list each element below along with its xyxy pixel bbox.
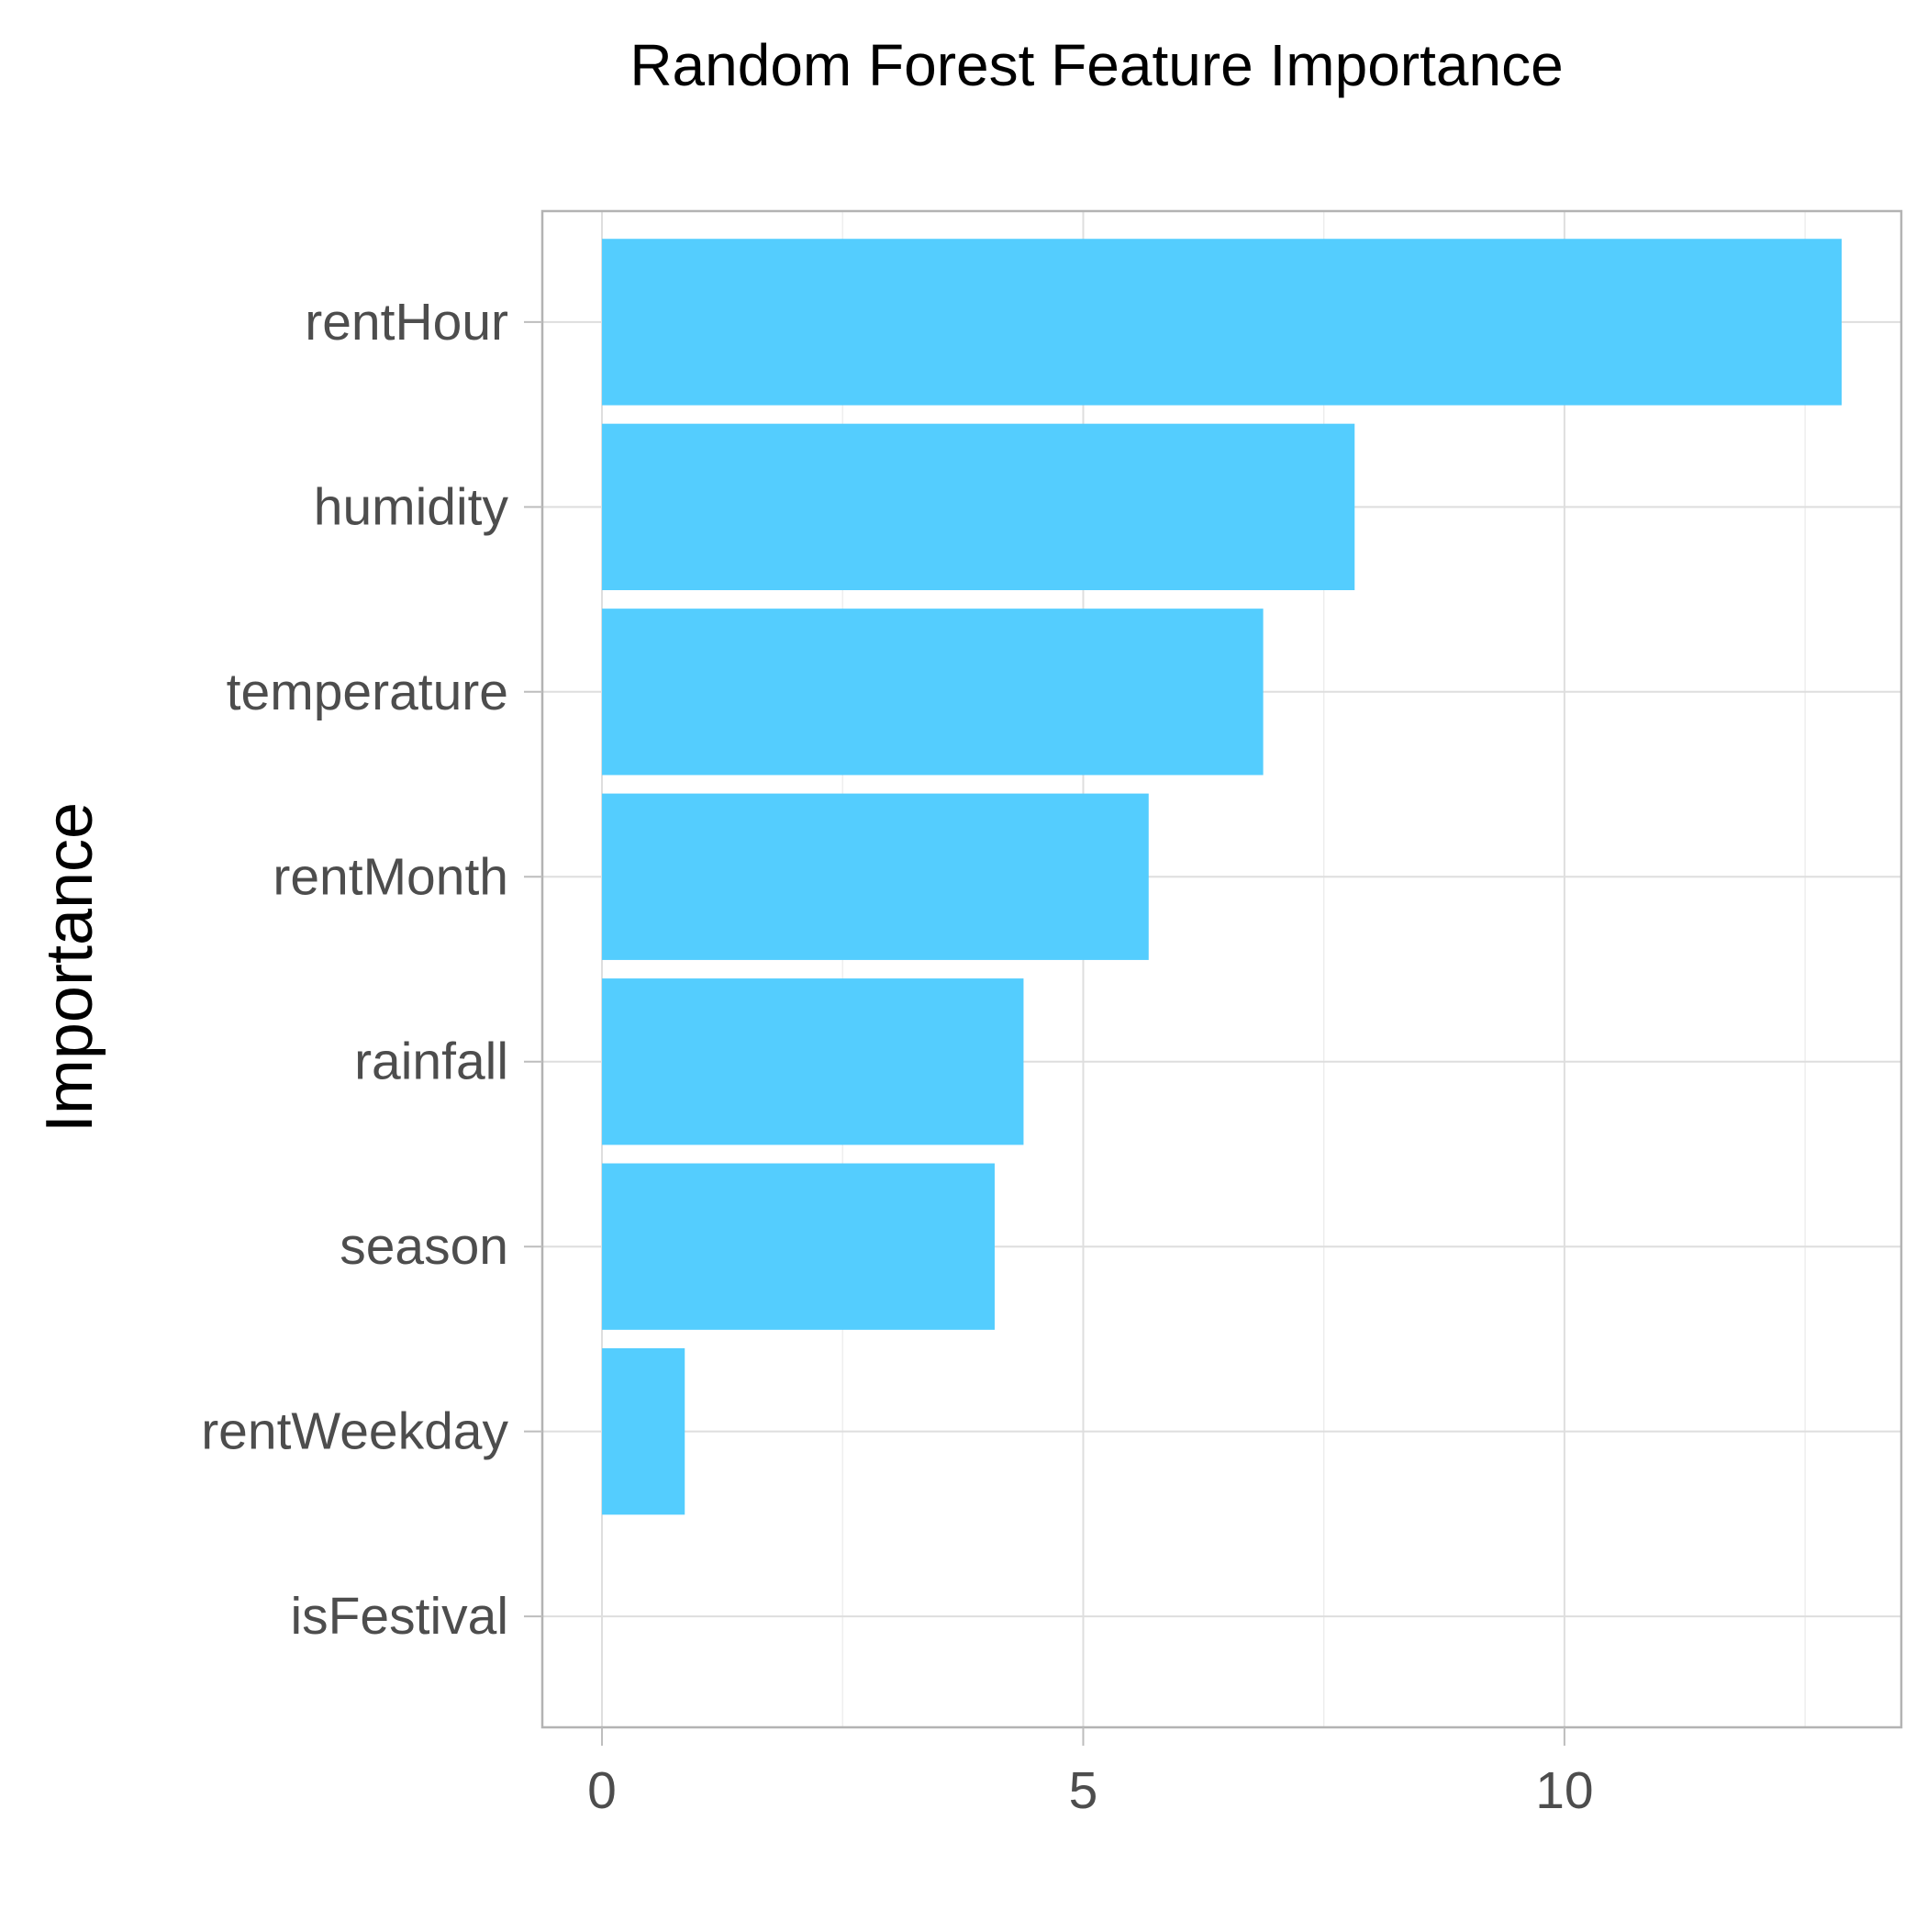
bar-rentHour	[602, 239, 1842, 406]
tick-labels: rentHour humidity temperature rentMonth rain…	[201, 293, 1593, 1820]
axis-ticks	[524, 320, 1565, 1746]
bar-humidity	[602, 423, 1355, 590]
bar-temperature	[602, 609, 1264, 776]
y-tick-label: temperature	[227, 663, 508, 721]
y-tick-label: rentMonth	[273, 847, 508, 906]
bar-rainfall	[602, 978, 1024, 1145]
y-axis-title: Importance	[33, 802, 106, 1133]
plot-panel-border	[540, 209, 1903, 1729]
y-tick-label: isFestival	[290, 1587, 508, 1646]
x-tick-label: 10	[1535, 1761, 1593, 1820]
bars	[602, 239, 1842, 1515]
x-tick-label: 0	[587, 1761, 617, 1820]
bar-rentMonth	[602, 793, 1149, 960]
y-tick-label: rainfall	[354, 1033, 508, 1091]
y-tick-label: rentWeekday	[201, 1402, 508, 1461]
bar-rentWeekday	[602, 1348, 685, 1515]
chart-title: Random Forest Feature Importance	[629, 32, 1563, 98]
x-tick-label: 5	[1069, 1761, 1098, 1820]
y-tick-label: season	[340, 1217, 508, 1276]
y-tick-label: humidity	[314, 477, 509, 536]
bar-season	[602, 1163, 995, 1330]
y-tick-label: rentHour	[305, 293, 508, 352]
